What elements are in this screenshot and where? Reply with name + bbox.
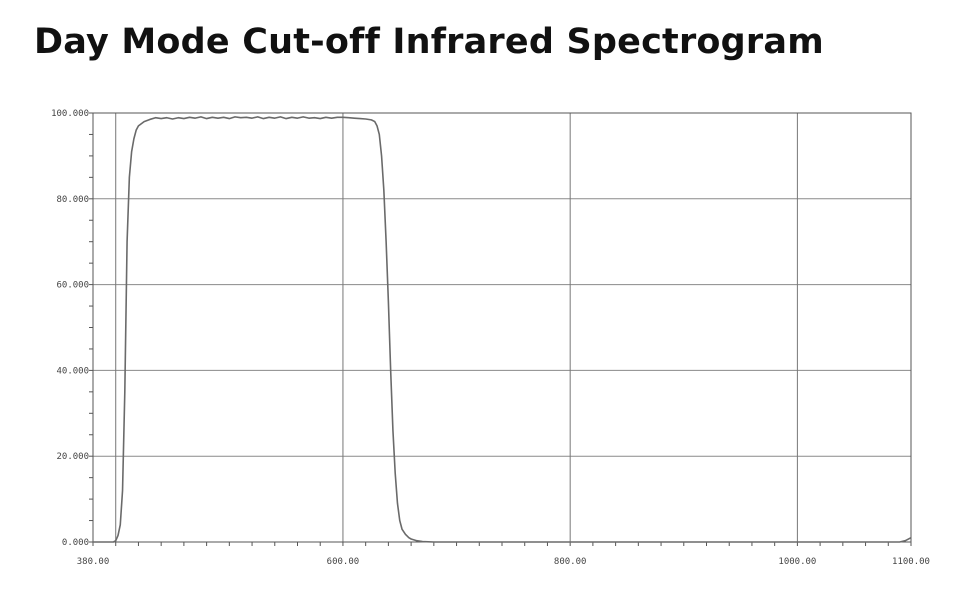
y-tick-label: 100.000 xyxy=(51,109,89,119)
plot-frame xyxy=(92,112,912,543)
grid-layer xyxy=(93,112,911,542)
y-tick-label: 80.000 xyxy=(56,195,89,205)
y-tick-label: 60.000 xyxy=(56,281,89,291)
transmittance-line xyxy=(93,116,912,543)
x-tick-label: 1000.00 xyxy=(778,557,816,567)
series-layer xyxy=(93,116,912,543)
y-tick-label: 20.000 xyxy=(56,452,89,462)
x-tick-label: 1100.00 xyxy=(892,557,930,567)
axes-layer xyxy=(89,112,912,546)
x-tick-label: 800.00 xyxy=(554,557,587,567)
x-tick-label: 380.00 xyxy=(77,557,110,567)
chart-title: Day Mode Cut-off Infrared Spectrogram xyxy=(34,22,824,62)
tick-labels: 0.000 20.000 40.000 60.000 80.000 100.000 380.… xyxy=(51,109,930,567)
x-tick-label: 600.00 xyxy=(327,557,360,567)
y-tick-label: 40.000 xyxy=(56,366,89,376)
y-tick-label: 0.000 xyxy=(62,538,89,548)
